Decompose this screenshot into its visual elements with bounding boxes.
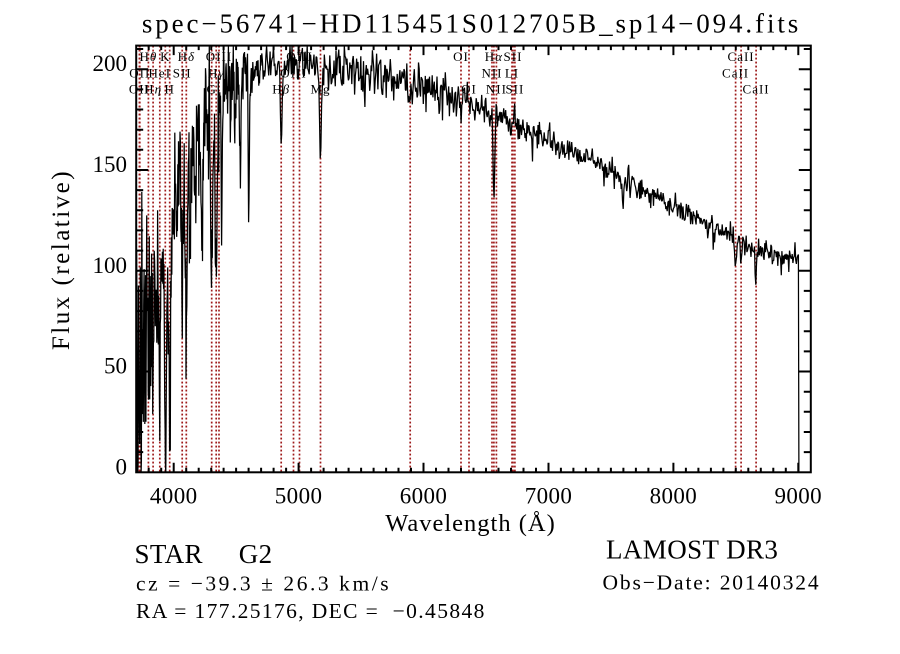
svg-text:Obs−Date: 20140324: Obs−Date: 20140324 [603, 571, 821, 595]
svg-text:OIII: OIII [206, 49, 232, 64]
svg-text:7000: 7000 [525, 484, 573, 509]
svg-text:NII: NII [486, 82, 507, 97]
svg-text:200: 200 [93, 51, 128, 76]
svg-text:Hη: Hη [144, 82, 162, 97]
svg-text:OI: OI [453, 49, 469, 64]
svg-text:spec−56741−HD115451S012705B_sp: spec−56741−HD115451S012705B_sp14−094.fit… [142, 9, 801, 39]
svg-text:STAR G2: STAR G2 [135, 539, 273, 569]
svg-text:cz = −39.3 ± 26.3 km/s: cz = −39.3 ± 26.3 km/s [136, 572, 391, 596]
svg-text:RA = 177.25176, DEC = −0.4584: RA = 177.25176, DEC = −0.45848 [136, 599, 486, 623]
svg-text:4000: 4000 [150, 484, 198, 509]
svg-text:5000: 5000 [275, 484, 323, 509]
svg-text:OII: OII [129, 65, 150, 80]
svg-text:Mg: Mg [310, 82, 330, 97]
svg-text:CaII: CaII [728, 49, 755, 64]
svg-text:Hα: Hα [485, 49, 503, 64]
svg-text:SII: SII [173, 65, 192, 80]
svg-text:Hθ: Hθ [140, 49, 158, 64]
svg-text:SII: SII [505, 82, 524, 97]
svg-text:Hβ: Hβ [272, 82, 290, 97]
svg-text:9000: 9000 [774, 484, 822, 509]
svg-text:Hδ: Hδ [178, 49, 195, 64]
svg-text:Wavelength (Å): Wavelength (Å) [385, 510, 556, 537]
svg-text:G: G [207, 82, 217, 97]
svg-text:CaII: CaII [722, 65, 749, 80]
svg-text:K: K [160, 49, 170, 64]
svg-text:SII: SII [504, 49, 523, 64]
svg-text:150: 150 [93, 152, 128, 177]
svg-text:50: 50 [104, 354, 127, 379]
svg-text:Flux (relative): Flux (relative) [48, 169, 75, 350]
svg-text:0: 0 [116, 454, 128, 479]
svg-text:8000: 8000 [650, 484, 698, 509]
svg-text:Hγ: Hγ [208, 65, 225, 80]
svg-text:LAMOST DR3: LAMOST DR3 [606, 535, 778, 565]
svg-text:CaII: CaII [743, 82, 770, 97]
svg-text:HeI: HeI [149, 65, 172, 80]
svg-text:100: 100 [93, 253, 128, 278]
svg-text:LI: LI [505, 65, 519, 80]
svg-text:NII: NII [481, 65, 502, 80]
svg-text:H: H [165, 82, 175, 97]
svg-text:6000: 6000 [400, 484, 448, 509]
